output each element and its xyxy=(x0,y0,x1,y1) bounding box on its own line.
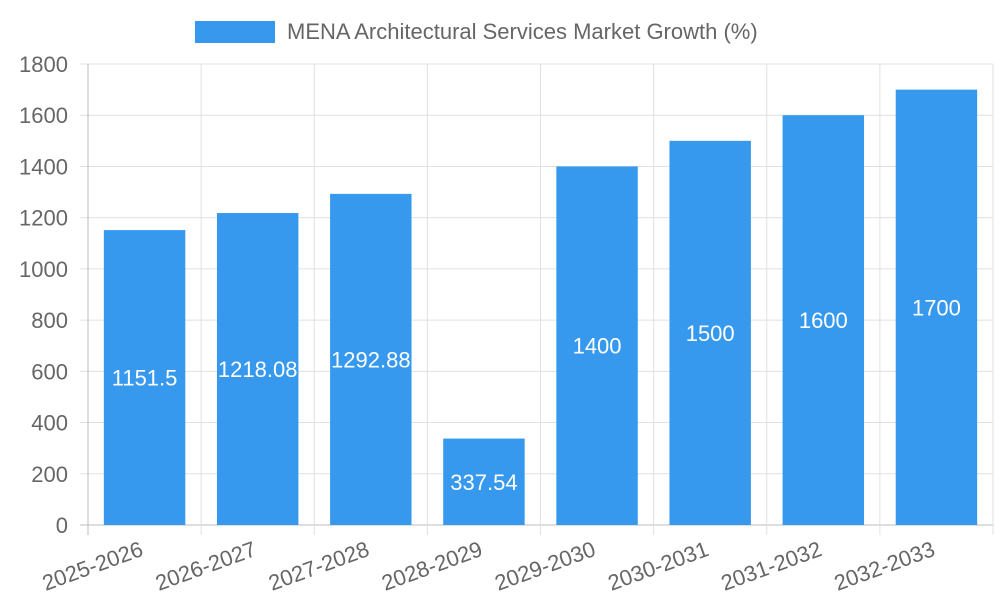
y-tick-label: 400 xyxy=(31,411,68,436)
y-tick-label: 0 xyxy=(56,513,68,538)
bar-value-label: 1151.5 xyxy=(112,366,178,391)
legend-swatch xyxy=(195,21,275,43)
y-tick-label: 1400 xyxy=(19,154,68,179)
y-tick-label: 800 xyxy=(31,308,68,333)
x-tick-label: 2026-2027 xyxy=(152,536,259,595)
x-tick-label: 2029-2030 xyxy=(491,536,598,595)
bar[interactable] xyxy=(443,438,525,525)
y-tick-label: 1600 xyxy=(19,103,68,128)
legend-label: MENA Architectural Services Market Growt… xyxy=(287,19,758,44)
x-tick-label: 2025-2026 xyxy=(39,536,146,595)
x-axis: 2025-2026 2026-2027 2027-2028 2028-2029 2029… xyxy=(39,536,938,595)
bar[interactable] xyxy=(669,140,751,526)
bar-value-label: 1292.88 xyxy=(331,347,411,372)
x-tick-label: 2031-2032 xyxy=(718,536,825,595)
bar[interactable] xyxy=(782,115,865,525)
bar-value-label: 1500 xyxy=(686,321,735,346)
legend[interactable]: MENA Architectural Services Market Growt… xyxy=(195,19,758,44)
x-tick-label: 2027-2028 xyxy=(265,536,372,595)
bar-value-label: 1600 xyxy=(799,308,848,333)
bar-value-label: 1700 xyxy=(912,295,961,320)
y-axis: 0 200 400 600 800 1000 1200 1400 1600 1800 xyxy=(19,52,68,538)
x-tick-label: 2028-2029 xyxy=(378,536,485,595)
bar[interactable] xyxy=(556,166,638,525)
y-tick-label: 1000 xyxy=(19,257,68,282)
bars xyxy=(103,89,978,526)
bar-value-label: 337.54 xyxy=(450,470,517,495)
bar[interactable] xyxy=(103,230,186,525)
bar-value-label: 1400 xyxy=(573,334,622,359)
x-tick-label: 2030-2031 xyxy=(604,536,711,595)
y-tick-label: 1800 xyxy=(19,52,68,77)
bar[interactable] xyxy=(895,89,978,525)
y-tick-label: 600 xyxy=(31,359,68,384)
bar[interactable] xyxy=(216,213,299,525)
data-labels: 1151.5 1218.08 1292.88 337.54 1400 1500 1600 17… xyxy=(112,295,961,494)
x-tick-label: 2032-2033 xyxy=(831,536,938,595)
y-tick-label: 200 xyxy=(31,462,68,487)
bar-value-label: 1218.08 xyxy=(218,357,298,382)
bar[interactable] xyxy=(330,193,412,525)
y-tick-label: 1200 xyxy=(19,206,68,231)
